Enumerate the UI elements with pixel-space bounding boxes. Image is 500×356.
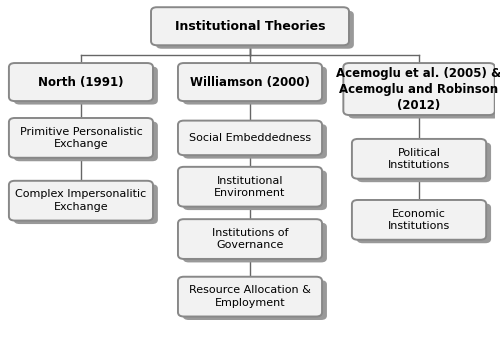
FancyBboxPatch shape	[357, 204, 491, 243]
FancyBboxPatch shape	[183, 280, 327, 320]
Text: Institutional
Environment: Institutional Environment	[214, 176, 286, 198]
Text: North (1991): North (1991)	[38, 75, 123, 89]
FancyBboxPatch shape	[352, 200, 486, 240]
FancyBboxPatch shape	[9, 118, 153, 158]
FancyBboxPatch shape	[151, 7, 349, 45]
FancyBboxPatch shape	[178, 167, 322, 206]
FancyBboxPatch shape	[183, 170, 327, 210]
FancyBboxPatch shape	[183, 124, 327, 159]
Text: Institutional Theories: Institutional Theories	[175, 20, 325, 33]
FancyBboxPatch shape	[178, 121, 322, 155]
FancyBboxPatch shape	[9, 181, 153, 221]
Text: Acemoglu et al. (2005) &
Acemoglu and Robinson
(2012): Acemoglu et al. (2005) & Acemoglu and Ro…	[336, 67, 500, 111]
Text: Institutions of
Governance: Institutions of Governance	[212, 228, 288, 250]
Text: Political
Institutions: Political Institutions	[388, 148, 450, 170]
FancyBboxPatch shape	[344, 63, 495, 115]
FancyBboxPatch shape	[14, 67, 158, 105]
Text: Social Embeddedness: Social Embeddedness	[189, 133, 311, 143]
FancyBboxPatch shape	[178, 63, 322, 101]
FancyBboxPatch shape	[348, 67, 500, 119]
FancyBboxPatch shape	[178, 277, 322, 316]
Text: Williamson (2000): Williamson (2000)	[190, 75, 310, 89]
FancyBboxPatch shape	[183, 67, 327, 105]
Text: Complex Impersonalitic
Exchange: Complex Impersonalitic Exchange	[16, 189, 146, 212]
FancyBboxPatch shape	[156, 11, 354, 49]
FancyBboxPatch shape	[14, 184, 158, 224]
FancyBboxPatch shape	[14, 121, 158, 161]
FancyBboxPatch shape	[9, 63, 153, 101]
FancyBboxPatch shape	[357, 142, 491, 182]
FancyBboxPatch shape	[352, 139, 486, 179]
FancyBboxPatch shape	[178, 219, 322, 259]
FancyBboxPatch shape	[183, 222, 327, 262]
Text: Primitive Personalistic
Exchange: Primitive Personalistic Exchange	[20, 127, 142, 149]
Text: Resource Allocation &
Employment: Resource Allocation & Employment	[189, 286, 311, 308]
Text: Economic
Institutions: Economic Institutions	[388, 209, 450, 231]
